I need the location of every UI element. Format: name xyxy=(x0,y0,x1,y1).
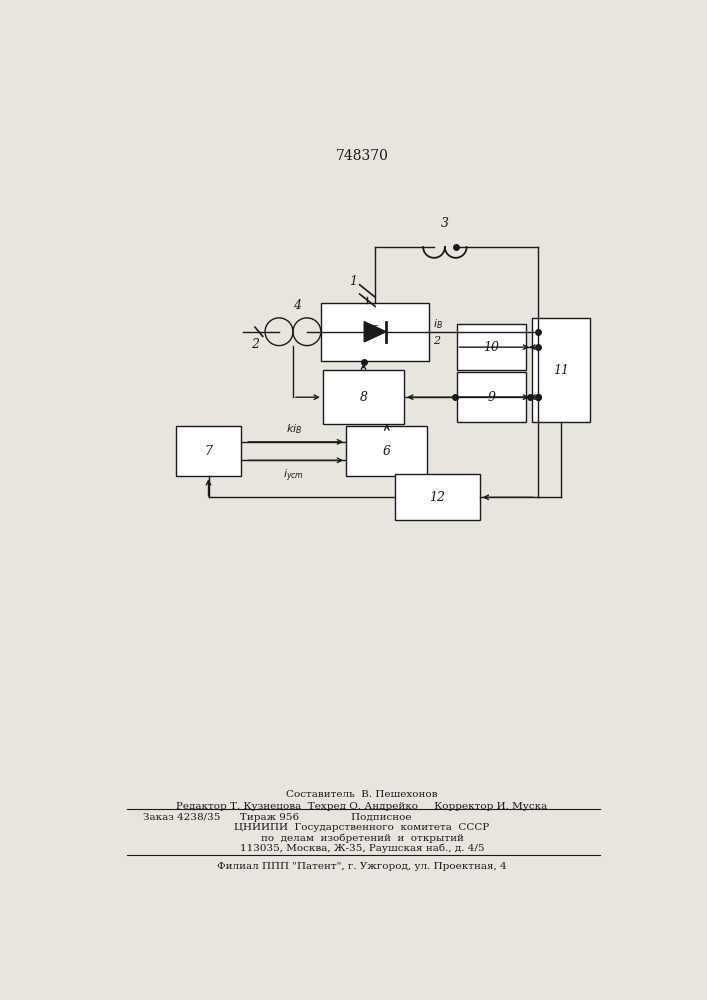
Bar xyxy=(323,370,404,424)
Text: 113035, Москва, Ж-35, Раушская наб., д. 4/5: 113035, Москва, Ж-35, Раушская наб., д. … xyxy=(240,843,484,853)
Text: 12: 12 xyxy=(429,491,445,504)
Polygon shape xyxy=(364,322,386,342)
Text: Филиал ППП "Патент", г. Ужгород, ул. Проектная, 4: Филиал ППП "Патент", г. Ужгород, ул. Про… xyxy=(217,862,507,871)
Bar xyxy=(532,318,590,422)
Bar xyxy=(346,426,428,476)
Text: 2: 2 xyxy=(251,338,259,351)
Text: по  делам  изобретений  и  открытий: по делам изобретений и открытий xyxy=(260,833,463,843)
Text: 5: 5 xyxy=(371,325,379,338)
Text: 9: 9 xyxy=(487,391,496,404)
Bar xyxy=(457,372,526,422)
Text: 10: 10 xyxy=(484,341,499,354)
Text: 1: 1 xyxy=(349,275,358,288)
Bar xyxy=(175,426,241,476)
Text: ЦНИИПИ  Государственного  комитета  СССР: ЦНИИПИ Государственного комитета СССР xyxy=(234,823,489,832)
Text: Составитель  В. Пешехонов: Составитель В. Пешехонов xyxy=(286,790,438,799)
Text: $ki_B$: $ki_B$ xyxy=(286,422,302,436)
Bar xyxy=(321,303,429,361)
Text: $i_B$: $i_B$ xyxy=(433,317,443,331)
Text: Заказ 4238/35      Тираж 956                Подписное: Заказ 4238/35 Тираж 956 Подписное xyxy=(143,813,411,822)
Text: 748370: 748370 xyxy=(336,149,388,163)
Text: 11: 11 xyxy=(553,364,569,377)
Text: 8: 8 xyxy=(359,391,368,404)
Bar xyxy=(457,324,526,370)
Text: 3: 3 xyxy=(441,217,449,230)
Text: 4: 4 xyxy=(293,299,301,312)
Text: 6: 6 xyxy=(382,445,391,458)
Bar xyxy=(395,474,480,520)
Text: 7: 7 xyxy=(204,445,213,458)
Text: Редактор Т. Кузнецова  Техред О. Андрейко     Корректор И. Муска: Редактор Т. Кузнецова Техред О. Андрейко… xyxy=(176,802,548,811)
Text: 2: 2 xyxy=(433,336,440,346)
Text: $i_{ycm}$: $i_{ycm}$ xyxy=(284,468,304,484)
